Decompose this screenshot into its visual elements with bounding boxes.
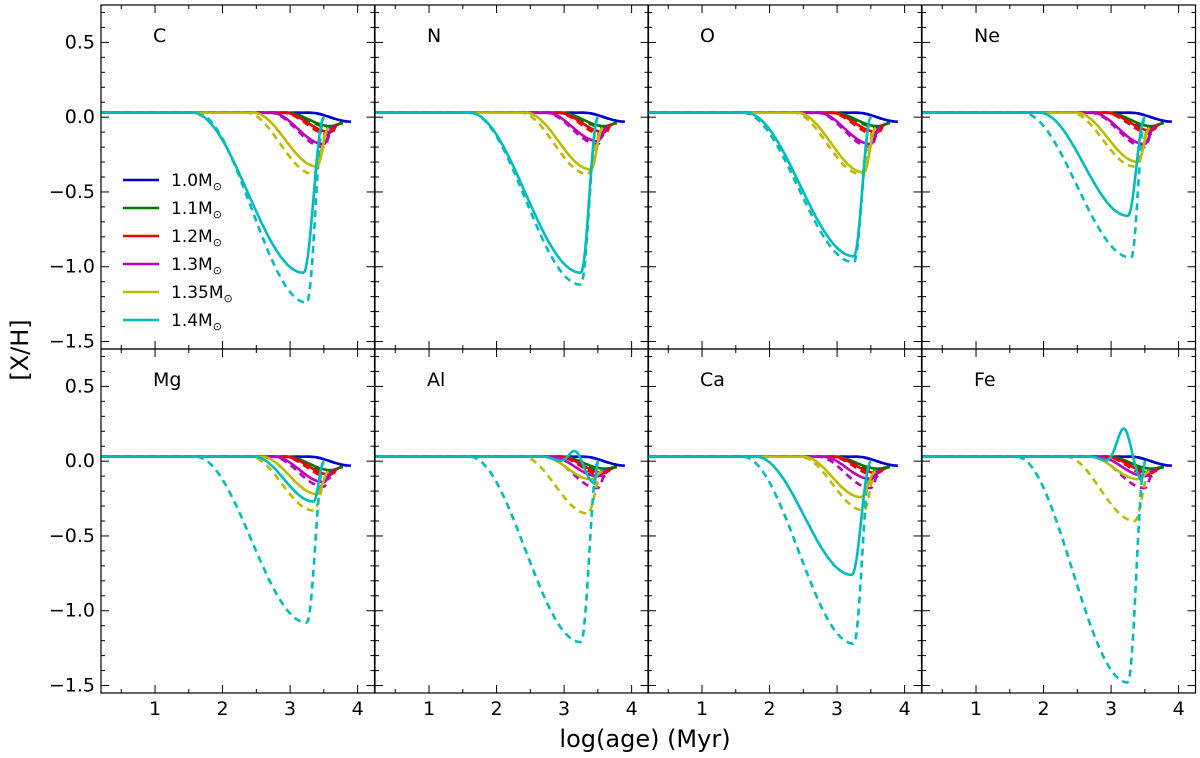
y-tick-label: 0.5 bbox=[65, 31, 95, 53]
panel-ne: Ne bbox=[921, 4, 1197, 350]
y-tick-label: −0.5 bbox=[49, 525, 95, 547]
x-tick-label: 2 bbox=[1038, 698, 1050, 720]
panel-frame bbox=[100, 4, 376, 350]
series-line-1_4-solid bbox=[375, 449, 600, 485]
x-tick-label: 3 bbox=[1105, 698, 1117, 720]
series-line-1_4-solid bbox=[101, 455, 325, 503]
series-line-1_4-dashed bbox=[922, 111, 1147, 259]
y-tick-label: −1.0 bbox=[49, 600, 95, 622]
x-axis-title: log(age) (Myr) bbox=[559, 725, 730, 753]
series-line-1_4-dashed bbox=[375, 455, 600, 644]
panel-frame bbox=[647, 4, 923, 350]
series-line-1_35-solid bbox=[375, 111, 604, 171]
legend: 1.0M⊙ 1.1M⊙ 1.2M⊙ 1.3M⊙ 1.35M⊙ 1.4M⊙ bbox=[123, 171, 233, 333]
panel-label: Fe bbox=[974, 369, 996, 391]
panel-label: Al bbox=[427, 369, 445, 391]
series-line-1_4-dashed bbox=[648, 111, 873, 264]
panel-mg: 1 2 3 4 0.5 0.0 −0.5 −1.0 −1.5 Mg bbox=[49, 348, 376, 720]
panel-frame bbox=[374, 4, 650, 350]
panel-c: 0.50.0−0.5−1.0−1.5C1.0M⊙1.1M⊙1.2M⊙1.3M⊙1… bbox=[49, 4, 376, 353]
x-tick-label: 2 bbox=[491, 698, 503, 720]
x-tick-label: 2 bbox=[764, 698, 776, 720]
panel-frame bbox=[100, 348, 376, 694]
series-line-1_35-dashed bbox=[922, 455, 1151, 523]
legend-label: 1.4M⊙ bbox=[171, 311, 222, 333]
series-line-1_4-dashed bbox=[648, 455, 873, 645]
series-line-1_4-solid bbox=[922, 111, 1146, 218]
series-group bbox=[648, 111, 898, 264]
panel-al: 1 2 3 4 Al bbox=[374, 348, 650, 720]
panel-ca: 1 2 3 4 Ca bbox=[647, 348, 923, 720]
y-tick-label: 0.5 bbox=[65, 375, 95, 397]
series-line-1_35-solid bbox=[101, 455, 330, 496]
series-group bbox=[101, 111, 351, 304]
legend-label: 1.35M⊙ bbox=[171, 283, 233, 305]
series-group bbox=[648, 455, 898, 645]
y-tick-label: −1.0 bbox=[49, 256, 95, 278]
series-line-1_4-solid bbox=[648, 455, 872, 577]
panel-n: N bbox=[374, 4, 650, 350]
panel-label: Ca bbox=[700, 369, 725, 391]
x-tick-label: 1 bbox=[149, 698, 161, 720]
series-group bbox=[922, 427, 1172, 684]
panel-label: N bbox=[427, 25, 441, 47]
panel-fe: 1 2 3 4 Fe bbox=[921, 348, 1197, 720]
series-line-1_35-dashed bbox=[101, 111, 330, 176]
legend-label: 1.3M⊙ bbox=[171, 255, 222, 277]
series-line-1_4-solid bbox=[648, 111, 873, 258]
panel-frame bbox=[647, 348, 923, 694]
panel-frame bbox=[921, 4, 1197, 350]
panels-layer: 0.50.0−0.5−1.0−1.5C1.0M⊙1.1M⊙1.2M⊙1.3M⊙1… bbox=[49, 4, 1197, 720]
x-tick-label: 3 bbox=[831, 698, 843, 720]
x-tick-label: 4 bbox=[352, 698, 364, 720]
series-line-1_4-solid bbox=[922, 427, 1147, 483]
panel-label: Mg bbox=[153, 369, 181, 391]
y-tick-label: −1.5 bbox=[49, 331, 95, 353]
x-tick-label: 1 bbox=[696, 698, 708, 720]
legend-label: 1.0M⊙ bbox=[171, 171, 222, 193]
x-tick-label: 1 bbox=[423, 698, 435, 720]
legend-label: 1.2M⊙ bbox=[171, 227, 222, 249]
series-line-1_4-dashed bbox=[922, 455, 1147, 684]
series-line-1_35-dashed bbox=[375, 455, 604, 515]
x-tick-label: 4 bbox=[899, 698, 911, 720]
series-line-1_4-dashed bbox=[375, 111, 600, 286]
series-line-1_35-dashed bbox=[375, 111, 604, 176]
y-tick-label: 0.0 bbox=[65, 106, 95, 128]
series-line-1_35-dashed bbox=[922, 111, 1151, 168]
panel-o: O bbox=[647, 4, 923, 350]
x-tick-label: 4 bbox=[626, 698, 638, 720]
series-line-1_4-dashed bbox=[101, 455, 326, 624]
panel-label: Ne bbox=[974, 25, 1000, 47]
y-tick-label: −1.5 bbox=[49, 675, 95, 697]
panel-label: O bbox=[700, 25, 715, 47]
panel-frame bbox=[374, 348, 650, 694]
series-line-1_4-solid bbox=[101, 111, 325, 274]
y-tick-label: 0.0 bbox=[65, 450, 95, 472]
panel-label: C bbox=[153, 25, 166, 47]
series-group bbox=[101, 455, 351, 624]
panel-frame bbox=[921, 348, 1197, 694]
series-line-1_35-solid bbox=[101, 111, 330, 168]
y-tick-label: −0.5 bbox=[49, 181, 95, 203]
x-tick-label: 2 bbox=[217, 698, 229, 720]
x-tick-label: 1 bbox=[970, 698, 982, 720]
series-line-1_4-solid bbox=[375, 111, 600, 274]
series-group bbox=[375, 449, 625, 644]
series-group bbox=[922, 111, 1172, 259]
series-line-1_35-solid bbox=[922, 111, 1151, 164]
series-group bbox=[375, 111, 625, 286]
legend-label: 1.1M⊙ bbox=[171, 199, 222, 221]
y-axis-title: [X/H] bbox=[6, 319, 34, 380]
x-tick-label: 3 bbox=[558, 698, 570, 720]
x-tick-label: 3 bbox=[284, 698, 296, 720]
x-tick-label: 4 bbox=[1173, 698, 1185, 720]
